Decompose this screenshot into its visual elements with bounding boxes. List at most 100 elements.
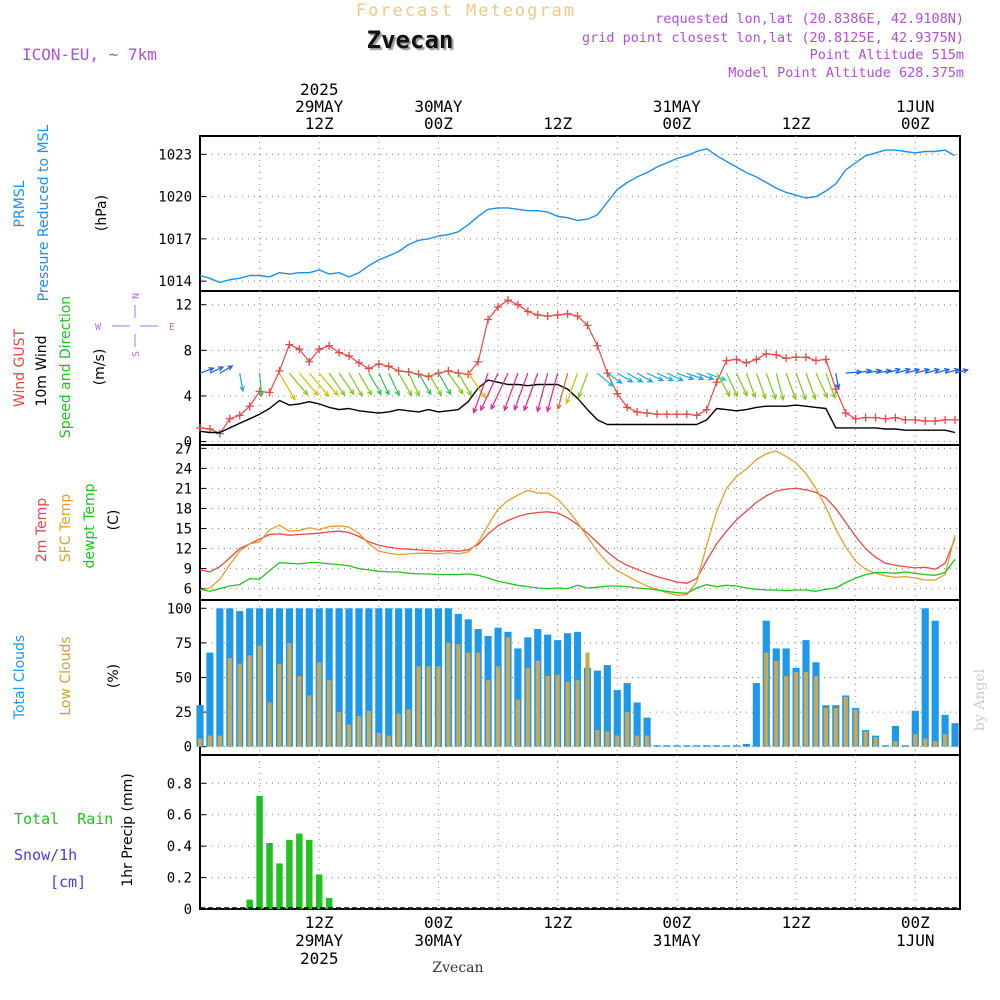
wind-arrow-head xyxy=(914,367,921,374)
low-clouds-bar xyxy=(535,660,540,747)
top-time-label: 29MAY xyxy=(295,97,344,116)
total-clouds-bar xyxy=(722,745,731,747)
low-clouds-bar xyxy=(893,741,898,747)
y-tick-label: 1023 xyxy=(158,147,192,163)
gust-marker xyxy=(434,369,443,378)
gust-marker xyxy=(821,355,830,364)
rain-label: Total Rain xyxy=(14,810,113,828)
y-tick-label: 15 xyxy=(175,522,192,538)
wind-arrow xyxy=(328,372,346,396)
rain-bar xyxy=(315,874,323,909)
total-clouds-bar xyxy=(335,608,343,747)
wind-arrow-head xyxy=(751,392,757,399)
gust-marker xyxy=(474,357,483,366)
total-clouds-bar xyxy=(653,745,661,747)
rain-bar xyxy=(296,833,303,909)
low-clouds-bar xyxy=(356,716,362,747)
gust-marker xyxy=(553,310,562,319)
wind-arrow-head xyxy=(667,376,675,382)
wind-arrow xyxy=(566,372,579,404)
gust-marker xyxy=(762,349,771,358)
gust-marker xyxy=(484,315,493,324)
y-tick-label: 0.2 xyxy=(167,871,192,887)
wind-arrow xyxy=(825,372,836,399)
low-clouds-bar xyxy=(605,731,610,747)
wind-arrow-head xyxy=(577,392,583,399)
total-clouds-bar xyxy=(911,710,919,747)
low-clouds-bar xyxy=(625,712,630,747)
wind-arrow xyxy=(855,369,872,374)
wind-arrow-head xyxy=(490,403,496,411)
gust-marker xyxy=(513,300,522,309)
wind-arrow-head xyxy=(426,389,432,396)
wind-arrow xyxy=(765,372,777,400)
wind-arrow xyxy=(935,368,950,374)
low-clouds-bar xyxy=(575,680,580,747)
top-time-label: 1JUN xyxy=(896,97,935,116)
wind-arrow xyxy=(875,369,891,374)
wind-arrow-head xyxy=(627,377,634,383)
prmsl-desc-label: Pressure Reduced to MSL xyxy=(36,124,52,301)
wind-arrow xyxy=(616,372,633,383)
top-time-label: 31MAY xyxy=(653,97,702,116)
y-tick-label: 27 xyxy=(175,441,192,457)
wind-arrow xyxy=(378,372,390,395)
rain-bar xyxy=(306,839,313,909)
wind-arrow xyxy=(278,372,296,401)
point-altitude: Point Altitude 515m xyxy=(810,47,964,63)
gust-marker xyxy=(454,369,463,378)
top-time-label: 12Z xyxy=(305,114,334,133)
pressure-labels: PRMSL Pressure Reduced to MSL (hPa) xyxy=(12,124,110,301)
gust-marker xyxy=(682,410,691,419)
low-clouds-bar xyxy=(386,735,391,747)
compass-w-label: W xyxy=(95,322,102,333)
low-clouds-bar xyxy=(545,676,550,747)
wind-arrow xyxy=(925,368,940,374)
total-clouds-bar xyxy=(891,725,900,747)
y-tick-label: 1014 xyxy=(158,274,192,290)
y-tick-label: 50 xyxy=(175,671,192,687)
low-clouds-bar xyxy=(933,741,938,747)
wind-arrow xyxy=(895,368,911,374)
bottom-time-label: 31MAY xyxy=(653,931,702,950)
total-clouds-bar xyxy=(941,714,949,747)
wind-arrow-head xyxy=(290,394,296,401)
low-clouds-bar xyxy=(803,671,809,747)
y-tick-label: 12 xyxy=(175,542,192,558)
y-tick-label: 6 xyxy=(184,582,192,598)
total-clouds-bar xyxy=(703,745,711,747)
total-clouds-bar xyxy=(713,745,721,747)
bottom-time-label: 12Z xyxy=(543,913,572,932)
low-clouds-bar xyxy=(853,709,858,747)
wind-arrow-head xyxy=(657,376,665,382)
low-clouds-bar xyxy=(823,707,828,747)
wind-arrow xyxy=(606,372,622,384)
y-tick-label: 4 xyxy=(184,389,192,405)
wind-arrow xyxy=(513,372,529,410)
wind-arrow-head xyxy=(239,385,245,393)
gust-marker xyxy=(503,296,512,305)
low-clouds-bar xyxy=(396,713,401,747)
t2m-label: 2m Temp xyxy=(34,498,50,562)
low-clouds-bar xyxy=(565,681,570,747)
wind-arrow-head xyxy=(698,375,705,381)
gust-marker xyxy=(593,341,602,350)
gust-marker xyxy=(633,407,642,416)
total-clouds-bar xyxy=(921,608,929,747)
low-clouds-bar xyxy=(227,658,232,747)
low-clouds-bar xyxy=(267,702,272,747)
low-clouds-bar xyxy=(764,652,769,747)
gust-marker xyxy=(583,321,592,330)
wind-arrow-head xyxy=(513,404,519,411)
bottom-time-label: 1JUN xyxy=(896,931,935,950)
total-clouds-bar xyxy=(325,608,333,747)
wind-arrow-head xyxy=(208,367,215,373)
wind-arrow xyxy=(457,372,472,396)
wind-arrow-head xyxy=(339,390,346,397)
y-tick-label: 9 xyxy=(184,562,192,578)
wind-arrow-head xyxy=(742,390,748,398)
wind-arrow xyxy=(785,372,797,400)
wind-arrow xyxy=(398,372,413,396)
speed-dir-label: Speed and Direction xyxy=(58,296,74,438)
